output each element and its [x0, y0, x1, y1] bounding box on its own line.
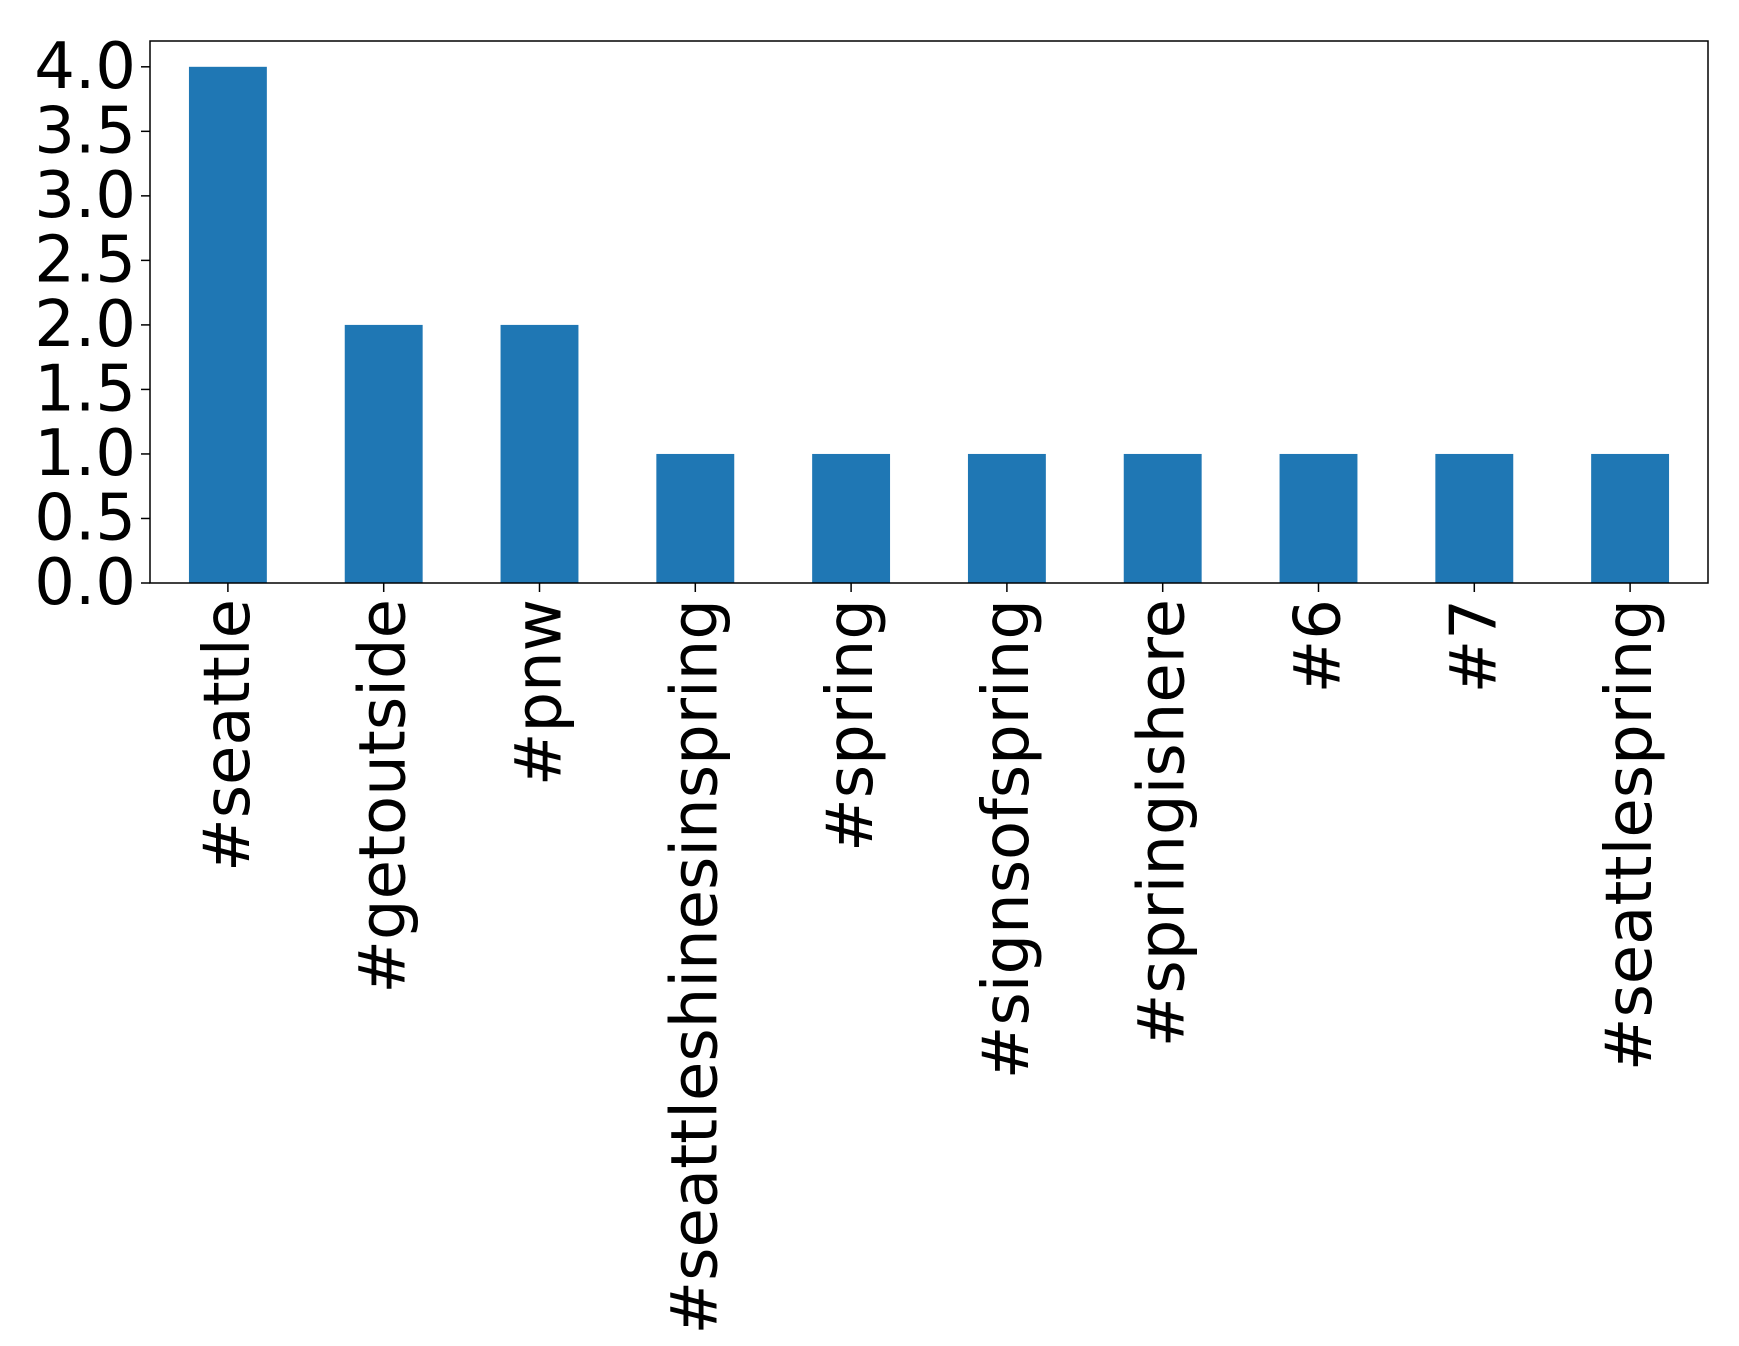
x-tick-label: #getoutside: [347, 599, 421, 994]
plot-frame: [149, 40, 1709, 584]
bar-seattlespring: [1591, 453, 1670, 583]
x-tick-label: #seattle: [191, 599, 265, 872]
y-tick-label: 0.0: [34, 546, 136, 620]
x-tick-label: #pnw: [503, 599, 577, 786]
bars-group: [188, 66, 1670, 584]
x-tick-label: #7: [1437, 599, 1511, 693]
y-tick-label: 4.0: [34, 30, 136, 104]
x-tick-label: #signsofspring: [970, 599, 1044, 1079]
y-tick-label: 1.0: [34, 417, 136, 491]
bar-getoutside: [344, 324, 423, 583]
y-tick-label: 2.5: [34, 223, 136, 297]
bar-seattle: [188, 66, 267, 584]
x-axis: #seattle #getoutside #pnw #seattleshinesins…: [191, 583, 1667, 1334]
x-tick-label: #6: [1282, 599, 1356, 693]
x-tick-label: #springishere: [1126, 599, 1200, 1047]
y-tick-label: 0.5: [34, 481, 136, 555]
bar-spring: [812, 453, 891, 583]
x-tick-label: #spring: [814, 599, 888, 852]
bar-6: [1279, 453, 1358, 583]
y-tick-label: 3.0: [34, 159, 136, 233]
y-axis: 0.00.51.01.52.02.53.03.54.0: [34, 30, 150, 620]
bar-signsofspring: [967, 453, 1046, 583]
bar-seattleshinesinspring: [656, 453, 735, 583]
x-tick-label: #seattlespring: [1593, 599, 1667, 1071]
y-tick-label: 3.5: [34, 94, 136, 168]
x-tick-label: #seattleshinesinspring: [658, 599, 732, 1334]
bar-7: [1435, 453, 1514, 583]
bar-springishere: [1123, 453, 1202, 583]
y-tick-label: 1.5: [34, 352, 136, 426]
bar-pnw: [500, 324, 579, 583]
y-tick-label: 2.0: [34, 288, 136, 362]
